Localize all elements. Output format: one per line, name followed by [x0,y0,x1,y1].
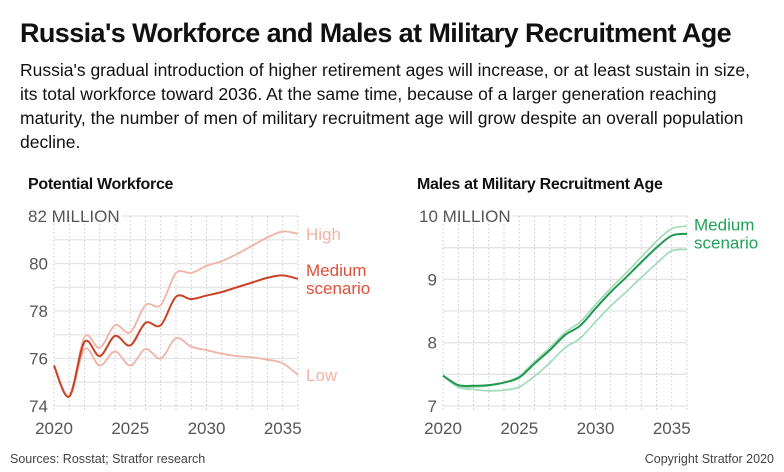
y-tick-label: 8 [428,334,437,353]
y-tick-label: 82 MILLION [28,207,120,226]
x-tick-label: 2035 [264,419,302,438]
series-label: Medium [694,216,754,235]
series-label: Medium [306,261,366,280]
workforce-panel-title: Potential Workforce [28,176,174,193]
x-tick-label: 2025 [500,419,538,438]
series-line-medium-scenario [442,232,688,388]
series-label: scenario [694,234,758,253]
x-tick-label: 2035 [653,419,691,438]
x-tick-label: 2030 [577,419,615,438]
series-line-medium-scenario [53,274,299,398]
series-label: High [306,225,341,244]
chart-title: Russia's Workforce and Males at Military… [20,18,732,48]
y-tick-label: 80 [29,255,48,274]
series-label: Low [306,366,338,385]
y-tick-label: 76 [29,350,48,369]
series-label: scenario [306,279,370,298]
y-tick-label: 78 [29,302,48,321]
x-tick-label: 2030 [188,419,226,438]
chart-subtitle: Russia's gradual introduction of higher … [20,60,750,152]
military-panel-title: Males at Military Recruitment Age [417,176,663,193]
y-tick-label: 74 [29,397,48,416]
sources-note: Sources: Rosstat; Stratfor research [10,452,206,466]
series-line-band-1 [442,248,688,392]
series-line-low [53,337,299,398]
y-tick-label: 7 [428,397,437,416]
series-line-band-0 [442,225,688,389]
copyright-note: Copyright Stratfor 2020 [644,452,774,466]
series-line-high [53,230,299,398]
y-tick-label: 9 [428,270,437,289]
y-tick-label: 10 MILLION [419,207,511,226]
x-tick-label: 2020 [35,419,73,438]
x-tick-label: 2025 [111,419,149,438]
x-tick-label: 2020 [424,419,462,438]
